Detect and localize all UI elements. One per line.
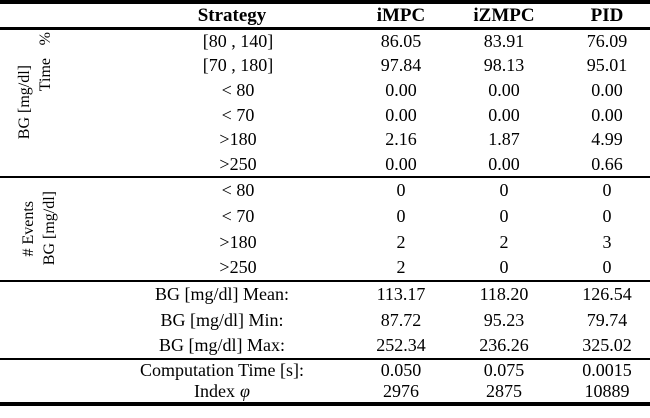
value-cell: 2.16 — [385, 129, 417, 150]
table-header-row: Strategy iMPC iZMPC PID — [0, 2, 650, 28]
table-row: >250 0.00 0.00 0.66 — [0, 152, 650, 177]
table-row: >180 2.16 1.87 4.99 — [0, 127, 650, 152]
value-cell: 0.66 — [591, 153, 623, 174]
value-cell: 86.05 — [350, 26, 452, 53]
strategy-comparison-table: Strategy iMPC iZMPC PID BG [mg/dl] % Tim… — [0, 0, 650, 406]
table-row: [70 , 180] 97.84 98.13 95.01 — [0, 53, 650, 78]
value-cell: 0.00 — [385, 153, 417, 174]
table-row: BG [mg/dl] Mean: 113.17 118.20 126.54 — [0, 279, 650, 307]
strategy-header: Strategy — [197, 4, 267, 26]
value-cell: 97.84 — [380, 55, 422, 76]
criteria-cell: >180 — [219, 129, 257, 150]
events-side-label-cell: # Events BG [mg/dl] — [0, 175, 70, 281]
table-row: Index φ 2976 2875 10889 — [0, 381, 650, 404]
value-cell: 2976 — [383, 381, 419, 402]
stat-label-cell: BG [mg/dl] Min: — [160, 309, 284, 330]
value-cell: 0.00 — [591, 104, 623, 125]
table-row: Computation Time [s]: 0.050 0.075 0.0015 — [0, 357, 650, 381]
side-label-time: Time — [36, 57, 54, 92]
value-cell: 87.72 — [380, 309, 422, 330]
criteria-cell: < 70 — [221, 205, 255, 226]
value-cell: 0.00 — [488, 153, 520, 174]
side-label-bg-unit: BG [mg/dl] — [15, 65, 33, 140]
table-row: BG [mg/dl] Min: 87.72 95.23 79.74 — [0, 307, 650, 333]
value-cell: 0.00 — [385, 79, 417, 100]
value-cell: 126.54 — [556, 279, 650, 307]
criteria-cell: [80 , 140] — [70, 26, 350, 53]
value-cell: 0.00 — [591, 79, 623, 100]
phi-symbol: φ — [240, 381, 250, 402]
table-row: >250 2 0 0 — [0, 255, 650, 281]
value-cell: 0 — [499, 205, 509, 226]
value-cell: 0.075 — [452, 357, 556, 381]
criteria-cell: < 80 — [70, 175, 350, 203]
value-cell: 4.99 — [591, 129, 623, 150]
side-label-percent: % — [36, 31, 54, 45]
value-cell: 113.17 — [350, 279, 452, 307]
value-cell: 0.00 — [488, 104, 520, 125]
value-cell: 0 — [602, 205, 612, 226]
table-row: >180 2 2 3 — [0, 229, 650, 255]
criteria-cell: < 80 — [221, 79, 255, 100]
stat-label-cell: BG [mg/dl] Mean: — [0, 279, 350, 307]
value-cell: 10889 — [584, 381, 630, 402]
value-cell: 0.00 — [385, 104, 417, 125]
index-label: Index — [194, 381, 235, 402]
value-cell: 325.02 — [582, 335, 632, 355]
value-cell: 252.34 — [376, 335, 426, 355]
value-cell: 2 — [396, 231, 406, 252]
value-cell: 83.91 — [452, 26, 556, 53]
table-row: BG [mg/dl] Max: 252.34 236.26 325.02 — [0, 333, 650, 359]
table-row: < 80 0.00 0.00 0.00 — [0, 78, 650, 103]
value-cell: 2875 — [486, 381, 522, 402]
value-cell: 1.87 — [488, 129, 520, 150]
value-cell: 95.01 — [586, 55, 628, 76]
table-row: < 70 0.00 0.00 0.00 — [0, 102, 650, 127]
criteria-cell: >250 — [219, 153, 257, 174]
value-cell: 95.23 — [483, 309, 525, 330]
percent-time-side-label-cell: BG [mg/dl] % Time — [0, 26, 70, 177]
value-cell: 0 — [499, 257, 509, 277]
criteria-cell: < 70 — [221, 104, 255, 125]
criteria-cell: >250 — [219, 257, 257, 277]
value-cell: 98.13 — [483, 55, 525, 76]
computation-time-label-cell: Computation Time [s]: — [0, 357, 350, 381]
value-cell: 0 — [556, 175, 650, 203]
value-cell: 76.09 — [556, 26, 650, 53]
criteria-cell: [70 , 180] — [202, 55, 274, 76]
value-cell: 0 — [602, 257, 612, 277]
value-cell: 2 — [499, 231, 509, 252]
index-phi-label-cell: Index φ — [0, 381, 350, 404]
criteria-cell: >180 — [219, 231, 257, 252]
side-label-bg-unit: BG [mg/dl] — [40, 191, 58, 266]
column-header-impc: iMPC — [376, 4, 426, 26]
column-header-pid: PID — [590, 4, 624, 26]
table-row: BG [mg/dl] % Time [80 , 140] 86.05 83.91… — [0, 26, 650, 177]
value-cell: 0 — [396, 205, 406, 226]
value-cell: 0.0015 — [556, 357, 650, 381]
stat-label-cell: BG [mg/dl] Max: — [159, 335, 285, 355]
table-row: # Events BG [mg/dl] < 80 0 0 0 — [0, 175, 650, 281]
table-row: < 70 0 0 0 — [0, 203, 650, 229]
value-cell: 0.050 — [350, 357, 452, 381]
value-cell: 0 — [350, 175, 452, 203]
value-cell: 3 — [602, 231, 612, 252]
value-cell: 2 — [396, 257, 406, 277]
value-cell: 0 — [452, 175, 556, 203]
side-label-events: # Events — [19, 200, 37, 257]
value-cell: 0.00 — [488, 79, 520, 100]
value-cell: 79.74 — [586, 309, 628, 330]
value-cell: 236.26 — [479, 335, 529, 355]
value-cell: 118.20 — [452, 279, 556, 307]
column-header-izmpc: iZMPC — [473, 4, 535, 26]
